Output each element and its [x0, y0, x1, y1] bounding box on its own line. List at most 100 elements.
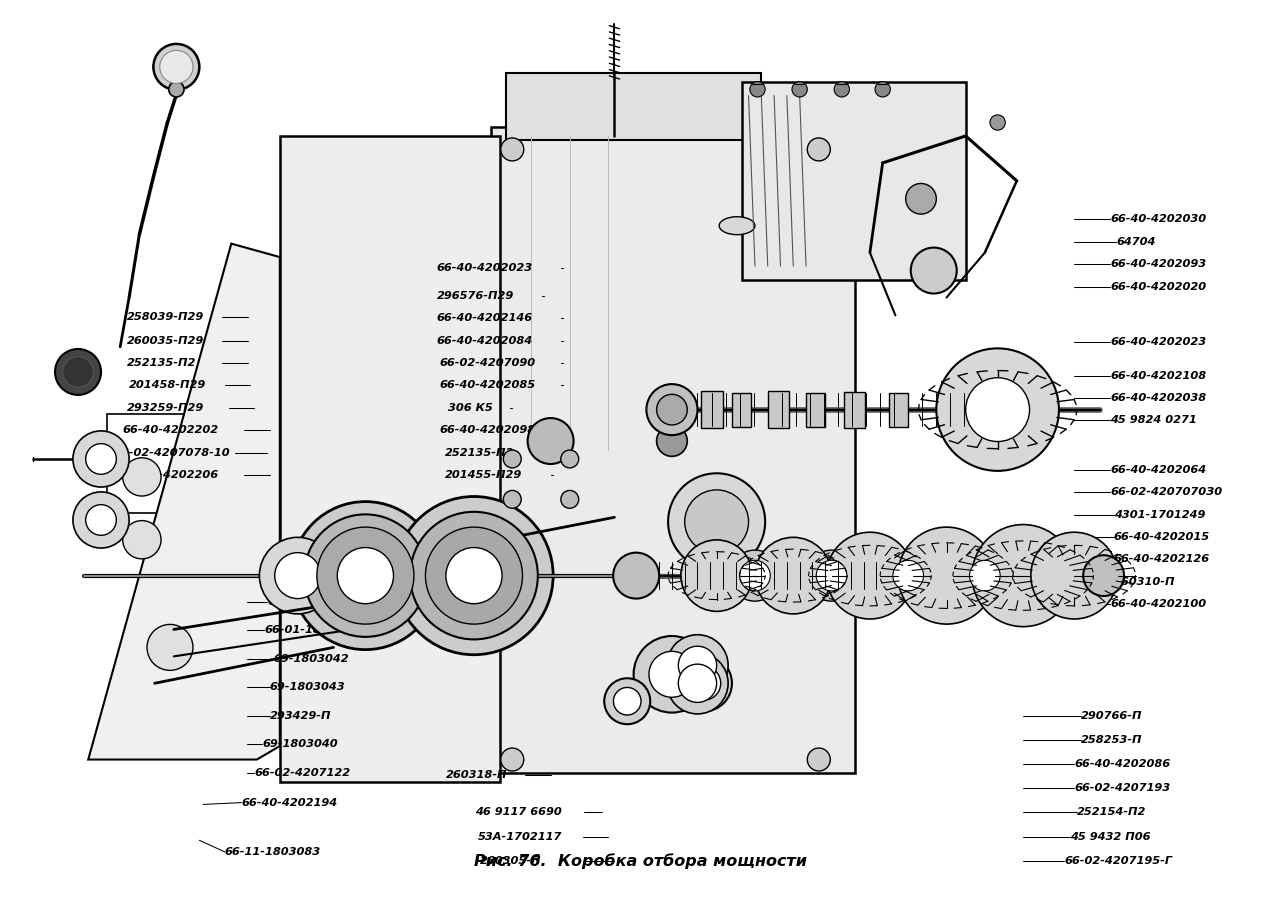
Text: 252135-П2: 252135-П2 [444, 447, 515, 458]
Circle shape [936, 348, 1059, 471]
Text: 66-01-1803037: 66-01-1803037 [268, 597, 364, 607]
Circle shape [972, 525, 1074, 626]
Bar [806, 392, 826, 427]
Text: 260318-П: 260318-П [445, 770, 507, 779]
Text: 260035-П29: 260035-П29 [127, 336, 204, 346]
Circle shape [503, 450, 521, 468]
Circle shape [911, 248, 956, 293]
Polygon shape [88, 244, 280, 760]
Text: 45 9432 П06: 45 9432 П06 [1070, 832, 1151, 842]
Text: 66-02-4207193: 66-02-4207193 [1074, 783, 1170, 793]
Text: 66-40-4202030: 66-40-4202030 [1110, 214, 1206, 224]
Circle shape [899, 527, 995, 624]
Text: 66-40-4202086: 66-40-4202086 [1074, 759, 1170, 769]
Text: 252135-П2: 252135-П2 [127, 358, 196, 368]
Circle shape [527, 418, 573, 464]
Text: 260305-П: 260305-П [480, 856, 541, 866]
Circle shape [667, 652, 728, 714]
Circle shape [649, 652, 695, 698]
Circle shape [792, 82, 808, 97]
Circle shape [425, 527, 522, 624]
Circle shape [646, 384, 698, 435]
Text: 46 9117 6690: 46 9117 6690 [475, 807, 562, 817]
Circle shape [147, 625, 193, 670]
Text: 66-40-4202100: 66-40-4202100 [1110, 599, 1206, 609]
Text: 66-02-4207122: 66-02-4207122 [255, 768, 351, 778]
Circle shape [808, 748, 831, 771]
Polygon shape [280, 136, 499, 782]
Bar [890, 392, 909, 427]
Circle shape [959, 550, 1010, 601]
Circle shape [160, 50, 193, 84]
Circle shape [750, 82, 765, 97]
Circle shape [730, 550, 781, 601]
Circle shape [657, 426, 687, 456]
Circle shape [613, 553, 659, 599]
Text: 66-40-4202084: 66-40-4202084 [436, 336, 532, 346]
Circle shape [410, 512, 538, 639]
Circle shape [123, 520, 161, 559]
Circle shape [969, 561, 1000, 591]
Circle shape [55, 349, 101, 395]
Text: 66-40-4202015: 66-40-4202015 [1114, 532, 1210, 542]
Text: 66-40-4202146: 66-40-4202146 [436, 313, 532, 323]
Text: 66-40-4202023: 66-40-4202023 [436, 263, 532, 273]
Text: 66-40-4202038: 66-40-4202038 [1110, 393, 1206, 403]
Ellipse shape [719, 217, 755, 235]
Text: 69-1803040: 69-1803040 [262, 739, 338, 750]
Circle shape [806, 550, 858, 601]
Circle shape [678, 646, 717, 685]
Bar [506, 73, 762, 140]
Text: 258253-П: 258253-П [1080, 734, 1142, 745]
Circle shape [503, 491, 521, 508]
Text: 66-40-4202023: 66-40-4202023 [1110, 338, 1206, 347]
Circle shape [73, 431, 129, 487]
Circle shape [445, 547, 502, 604]
Bar [742, 82, 965, 280]
Circle shape [338, 547, 393, 604]
Circle shape [394, 497, 553, 654]
Circle shape [755, 537, 832, 614]
Circle shape [668, 473, 765, 571]
Text: 66-02-4207078-10: 66-02-4207078-10 [114, 447, 230, 458]
Text: 66-40-4202085: 66-40-4202085 [439, 381, 535, 391]
Circle shape [827, 532, 914, 619]
Circle shape [676, 655, 732, 711]
Circle shape [86, 505, 116, 536]
Text: 260310-П: 260310-П [1114, 577, 1175, 587]
Circle shape [965, 378, 1029, 442]
Circle shape [989, 115, 1005, 130]
Text: 66-02-4207195-Г: 66-02-4207195-Г [1064, 856, 1172, 866]
Circle shape [561, 491, 579, 508]
Bar [108, 414, 332, 513]
Circle shape [169, 82, 184, 97]
Circle shape [1030, 532, 1117, 619]
Circle shape [317, 527, 413, 624]
Circle shape [685, 490, 749, 554]
Circle shape [634, 636, 710, 713]
Text: 66-02-4207090: 66-02-4207090 [439, 358, 535, 368]
Circle shape [876, 82, 891, 97]
Circle shape [154, 44, 200, 90]
Text: 290766-П: 290766-П [1080, 711, 1142, 721]
Text: 201458-П29: 201458-П29 [129, 381, 206, 391]
Circle shape [893, 561, 924, 591]
Circle shape [681, 540, 753, 611]
Circle shape [561, 450, 579, 468]
Circle shape [687, 666, 721, 700]
Text: 53А-1702117: 53А-1702117 [477, 832, 562, 842]
Text: 66-40-4202098: 66-40-4202098 [439, 426, 535, 436]
Bar [768, 391, 790, 428]
Text: 66-40-4202202: 66-40-4202202 [123, 426, 219, 436]
Text: 69-1803043: 69-1803043 [270, 682, 346, 692]
Bar [701, 391, 723, 428]
Bar [387, 414, 598, 513]
Text: 69-1803042: 69-1803042 [274, 654, 349, 664]
Text: 252154-П2: 252154-П2 [1076, 807, 1146, 817]
Text: 66-40-4202108: 66-40-4202108 [1110, 371, 1206, 381]
Circle shape [613, 688, 641, 715]
Text: 64704: 64704 [1116, 237, 1156, 247]
Circle shape [906, 184, 936, 214]
Circle shape [667, 634, 728, 696]
Bar [732, 392, 751, 427]
